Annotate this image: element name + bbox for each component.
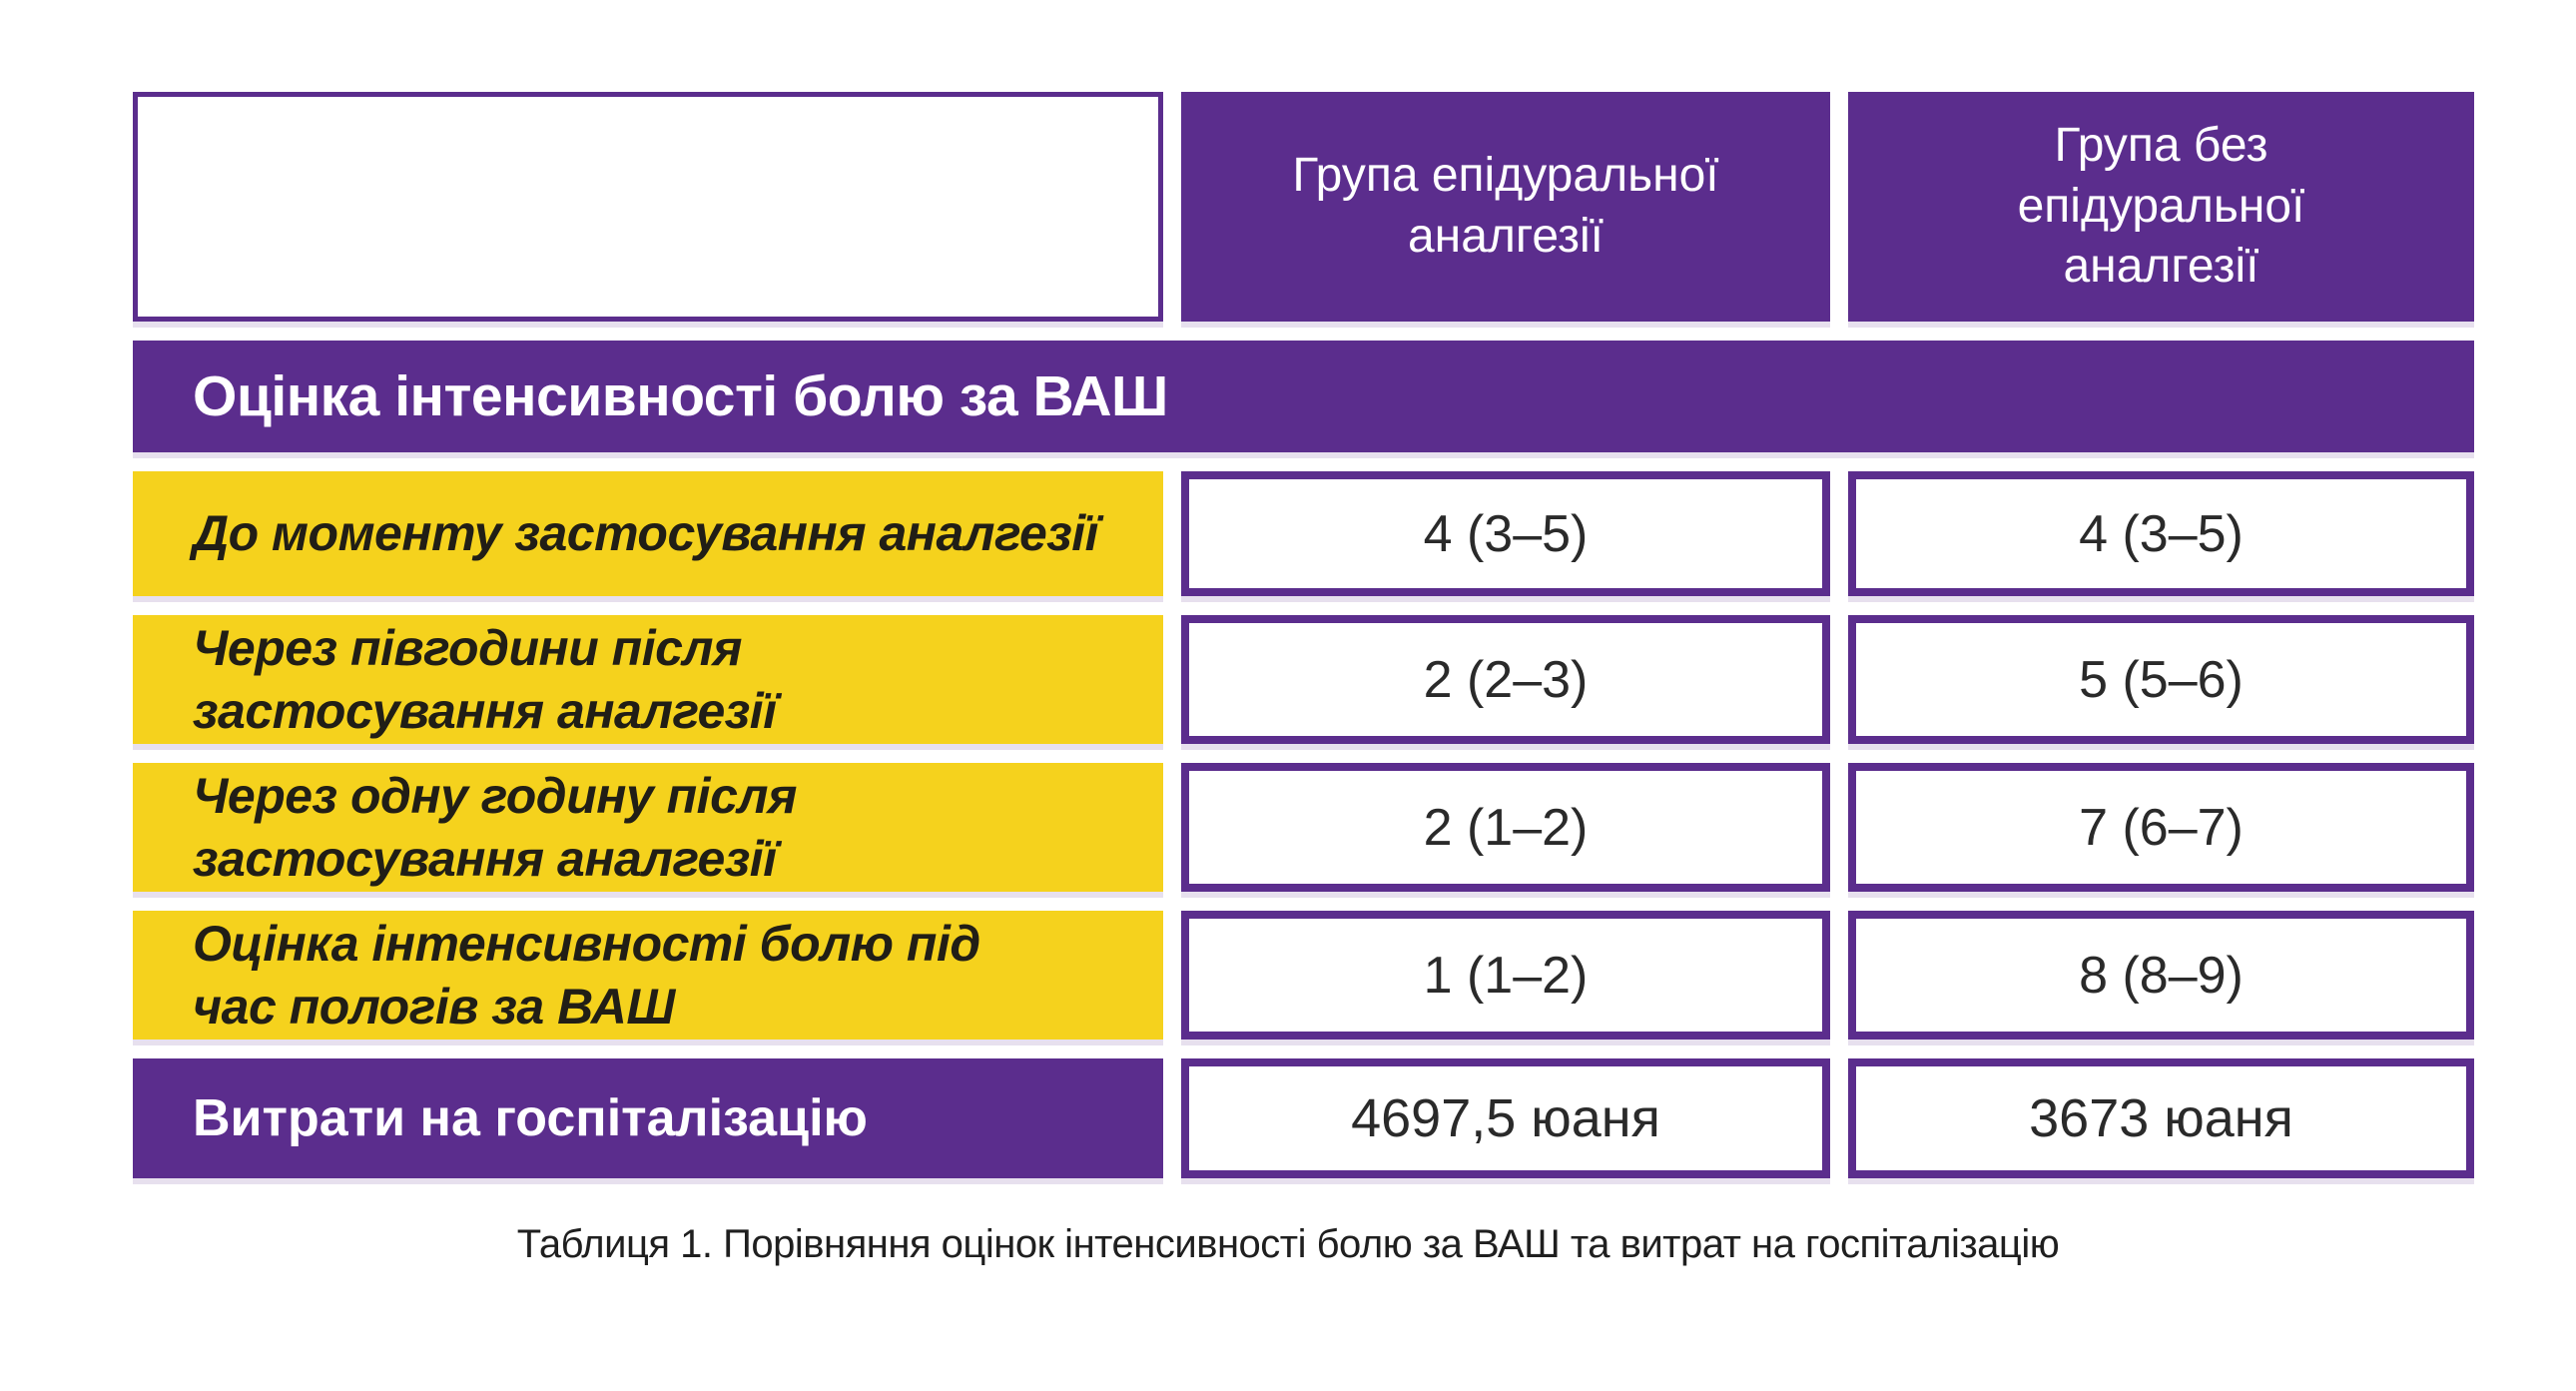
row-label-hospitalization-costs: Витрати на госпіталізацію [133, 1058, 1163, 1178]
value-cell-no-epidural: 7 (6–7) [1848, 763, 2474, 892]
value-cell-epidural: 1 (1–2) [1181, 911, 1830, 1040]
row-label-before-analgesia: До моменту застосування аналгезії [133, 471, 1163, 596]
header-col-no-epidural: Група без епідуральної аналгезії [1848, 92, 2474, 322]
value-cell-epidural: 2 (2–3) [1181, 615, 1830, 744]
comparison-table: Група епідуральної аналгезії Група без е… [133, 92, 2474, 1178]
row-label-one-hour-after: Через одну годину після застосування ана… [133, 763, 1163, 892]
header-col-epidural: Група епідуральної аналгезії [1181, 92, 1830, 322]
value-cell-no-epidural: 4 (3–5) [1848, 471, 2474, 596]
cost-cell-epidural: 4697,5 юаня [1181, 1058, 1830, 1178]
value-cell-epidural: 2 (1–2) [1181, 763, 1830, 892]
value-cell-no-epidural: 5 (5–6) [1848, 615, 2474, 744]
row-label-half-hour-after: Через півгодини після застосування аналг… [133, 615, 1163, 744]
cost-cell-no-epidural: 3673 юаня [1848, 1058, 2474, 1178]
value-cell-no-epidural: 8 (8–9) [1848, 911, 2474, 1040]
header-empty-box [133, 92, 1163, 322]
table-caption: Таблиця 1. Порівняння оцінок інтенсивнос… [516, 1222, 2060, 1266]
value-cell-epidural: 4 (3–5) [1181, 471, 1830, 596]
row-label-during-labor: Оцінка інтенсивності болю під час пологі… [133, 911, 1163, 1040]
section-header-vas: Оцінка інтенсивності болю за ВАШ [133, 341, 2474, 452]
